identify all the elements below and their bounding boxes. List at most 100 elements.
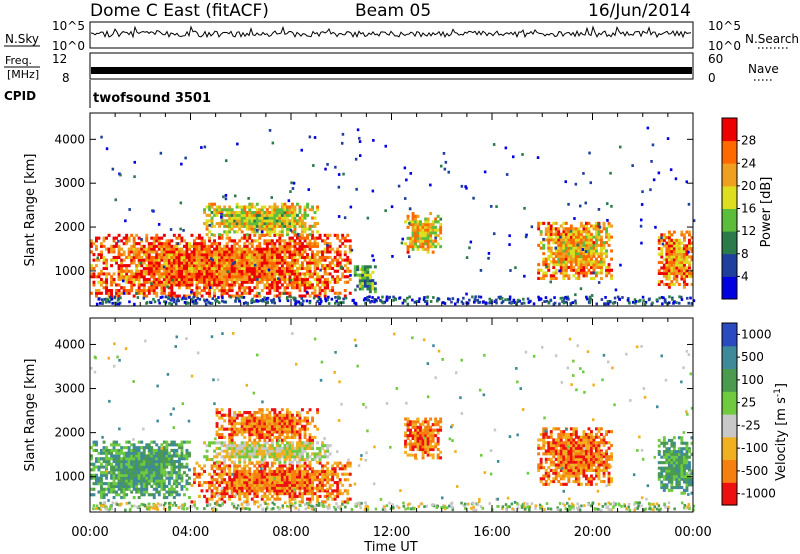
echo-cell: [218, 258, 221, 262]
echo-cell: [341, 467, 345, 471]
echo-cell: [95, 244, 98, 248]
echo-cell: [283, 455, 287, 459]
echo-cell: [286, 441, 289, 445]
echo-cell: [218, 277, 221, 281]
echo-cell: [145, 280, 149, 284]
echo-cell: [111, 301, 114, 305]
echo-cell: [487, 252, 491, 255]
echo-cell: [562, 246, 566, 250]
echo-cell: [127, 275, 131, 279]
echo-cell: [157, 448, 161, 452]
echo-cell: [278, 255, 282, 259]
echo-cell: [263, 467, 267, 471]
echo-cell: [250, 211, 254, 215]
echo-cell: [316, 494, 319, 498]
echo-cell: [268, 286, 272, 290]
echo-cell: [582, 224, 586, 228]
echo-cell: [122, 258, 126, 262]
echo-cell: [120, 473, 124, 477]
echo-cell: [137, 255, 141, 259]
echo-cell: [200, 472, 204, 476]
echo-cell: [342, 172, 345, 176]
echo-cell: [562, 243, 566, 247]
echo-cell: [100, 250, 103, 254]
echo-cell: [373, 298, 376, 301]
echo-cell: [225, 275, 229, 279]
echo-cell: [183, 258, 186, 262]
echo-cell: [280, 449, 284, 453]
echo-cell: [328, 483, 332, 487]
echo-cell: [348, 247, 352, 251]
echo-cell: [559, 238, 563, 242]
echo-cell: [150, 493, 154, 497]
beam-title: Beam 05: [355, 1, 431, 21]
echo-cell: [248, 489, 252, 493]
echo-cell: [421, 225, 425, 229]
echo-cell: [127, 239, 131, 243]
echo-cell: [230, 211, 234, 215]
echo-cell: [147, 277, 151, 281]
echo-cell: [672, 277, 676, 281]
echo-cell: [585, 230, 588, 234]
echo-cell: [369, 300, 372, 304]
echo-cell: [130, 283, 134, 287]
echo-cell: [416, 214, 420, 218]
echo-cell: [273, 258, 277, 262]
echo-cell: [238, 449, 242, 453]
echo-cell: [220, 275, 224, 279]
echo-cell: [125, 465, 129, 469]
echo-cell: [245, 205, 249, 209]
echo-cell: [210, 481, 214, 485]
echo-cell: [390, 205, 394, 209]
echo-cell: [685, 244, 689, 248]
echo-cell: [313, 486, 317, 490]
echo-cell: [564, 263, 568, 267]
echo-cell: [155, 454, 159, 458]
echo-cell: [275, 224, 279, 228]
echo-cell: [363, 281, 367, 285]
echo-cell: [422, 298, 426, 302]
echo-cell: [240, 280, 244, 284]
echo-cell: [301, 247, 304, 251]
echo-cell: [288, 489, 292, 493]
echo-cell: [265, 253, 269, 257]
echo-cell: [115, 261, 118, 265]
echo-cell: [358, 136, 361, 140]
echo-cell: [147, 462, 151, 466]
echo-cell: [240, 475, 244, 479]
echo-cell: [604, 302, 607, 306]
echo-cell: [190, 258, 194, 262]
echo-cell: [213, 486, 216, 490]
echo-cell: [155, 487, 159, 491]
echo-cell: [115, 493, 118, 497]
echo-cell: [92, 465, 96, 469]
echo-cell: [100, 462, 103, 466]
echo-cell: [321, 275, 324, 279]
echo-cell: [574, 293, 577, 297]
echo-cell: [275, 222, 279, 226]
echo-cell: [162, 255, 166, 259]
echo-cell: [185, 244, 189, 248]
echo-cell: [132, 482, 136, 486]
echo-cell: [205, 272, 209, 276]
echo-cell: [125, 451, 129, 455]
echo-cell: [210, 464, 214, 468]
echo-cell: [296, 283, 299, 287]
echo-cell: [250, 497, 254, 501]
echo-cell: [228, 224, 232, 228]
echo-cell: [250, 455, 254, 459]
echo-cell: [528, 300, 531, 303]
echo-cell: [210, 244, 214, 248]
echo-cell: [258, 478, 262, 482]
echo-cell: [107, 289, 111, 293]
echo-cell: [150, 465, 154, 469]
echo-cell: [155, 269, 159, 273]
echo-cell: [145, 239, 149, 243]
echo-cell: [228, 213, 232, 217]
echo-cell: [105, 487, 108, 491]
echo-cell: [301, 483, 304, 487]
echo-cell: [117, 462, 121, 466]
echo-cell: [135, 253, 139, 257]
echo-cell: [117, 457, 121, 461]
